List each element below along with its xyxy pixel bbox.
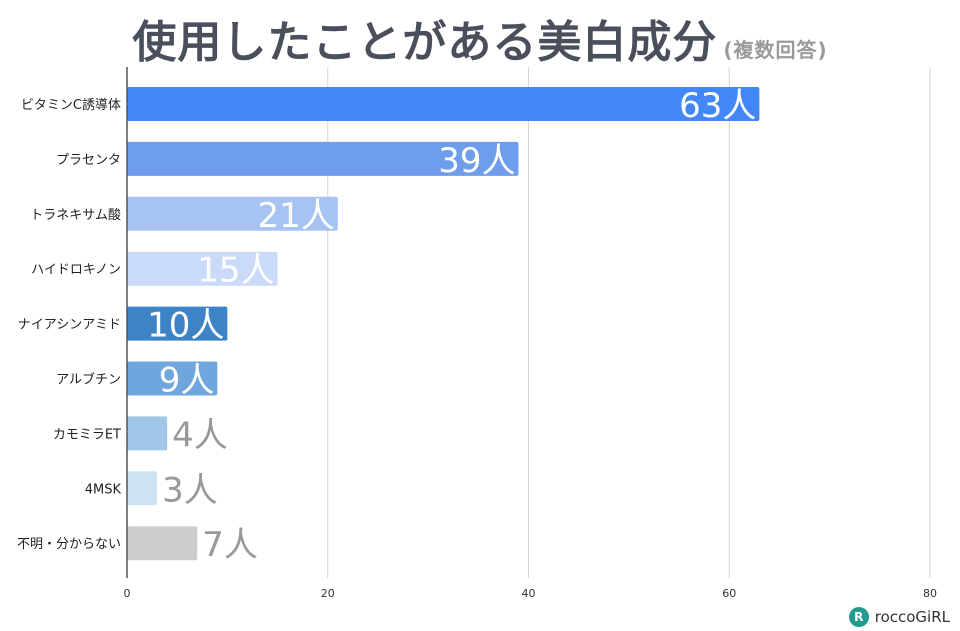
- bar: [127, 471, 158, 506]
- x-tick-label: 20: [321, 587, 335, 600]
- data-label: 3人: [162, 470, 218, 510]
- x-tick-label: 40: [522, 587, 536, 600]
- bar: [127, 361, 218, 396]
- data-label: 10人: [147, 306, 224, 346]
- data-label: 63人: [679, 86, 756, 126]
- data-label: 4人: [172, 415, 228, 455]
- bar: [127, 526, 198, 561]
- category-label: 不明・分からない: [17, 537, 121, 552]
- bar: [127, 196, 338, 231]
- data-label: 9人: [159, 361, 215, 401]
- bar: [127, 416, 168, 451]
- chart-title: 使用したことがある美白成分 (複数回答): [0, 6, 960, 70]
- category-label: トラネキサム酸: [30, 208, 121, 223]
- chart-subtitle: (複数回答): [723, 38, 828, 62]
- category-label: 4MSK: [85, 482, 122, 497]
- data-label: 21人: [258, 196, 335, 236]
- x-tick-label: 0: [124, 587, 131, 600]
- data-label: 39人: [438, 141, 515, 181]
- category-label: アルブチン: [56, 372, 121, 388]
- bar: [127, 87, 760, 121]
- data-label: 15人: [197, 251, 274, 291]
- logo-mark-icon: R: [848, 607, 869, 627]
- data-label: 7人: [202, 525, 258, 565]
- category-label: ハイドロキノン: [31, 263, 121, 278]
- title-text: 使用したことがある美白成分: [132, 17, 718, 68]
- category-label: プラセンタ: [56, 153, 121, 168]
- category-label: ビタミンC誘導体: [21, 98, 121, 113]
- logo-text: roccoGiRL: [874, 608, 950, 626]
- category-label: カモミラET: [53, 427, 121, 442]
- brand-logo: R roccoGiRL: [848, 607, 950, 627]
- bar: [127, 141, 519, 176]
- category-label: ナイアシンアミド: [18, 318, 121, 333]
- bar: [127, 251, 278, 286]
- bar: [127, 306, 228, 341]
- x-tick-label: 60: [722, 587, 736, 600]
- x-tick-label: 80: [923, 587, 937, 600]
